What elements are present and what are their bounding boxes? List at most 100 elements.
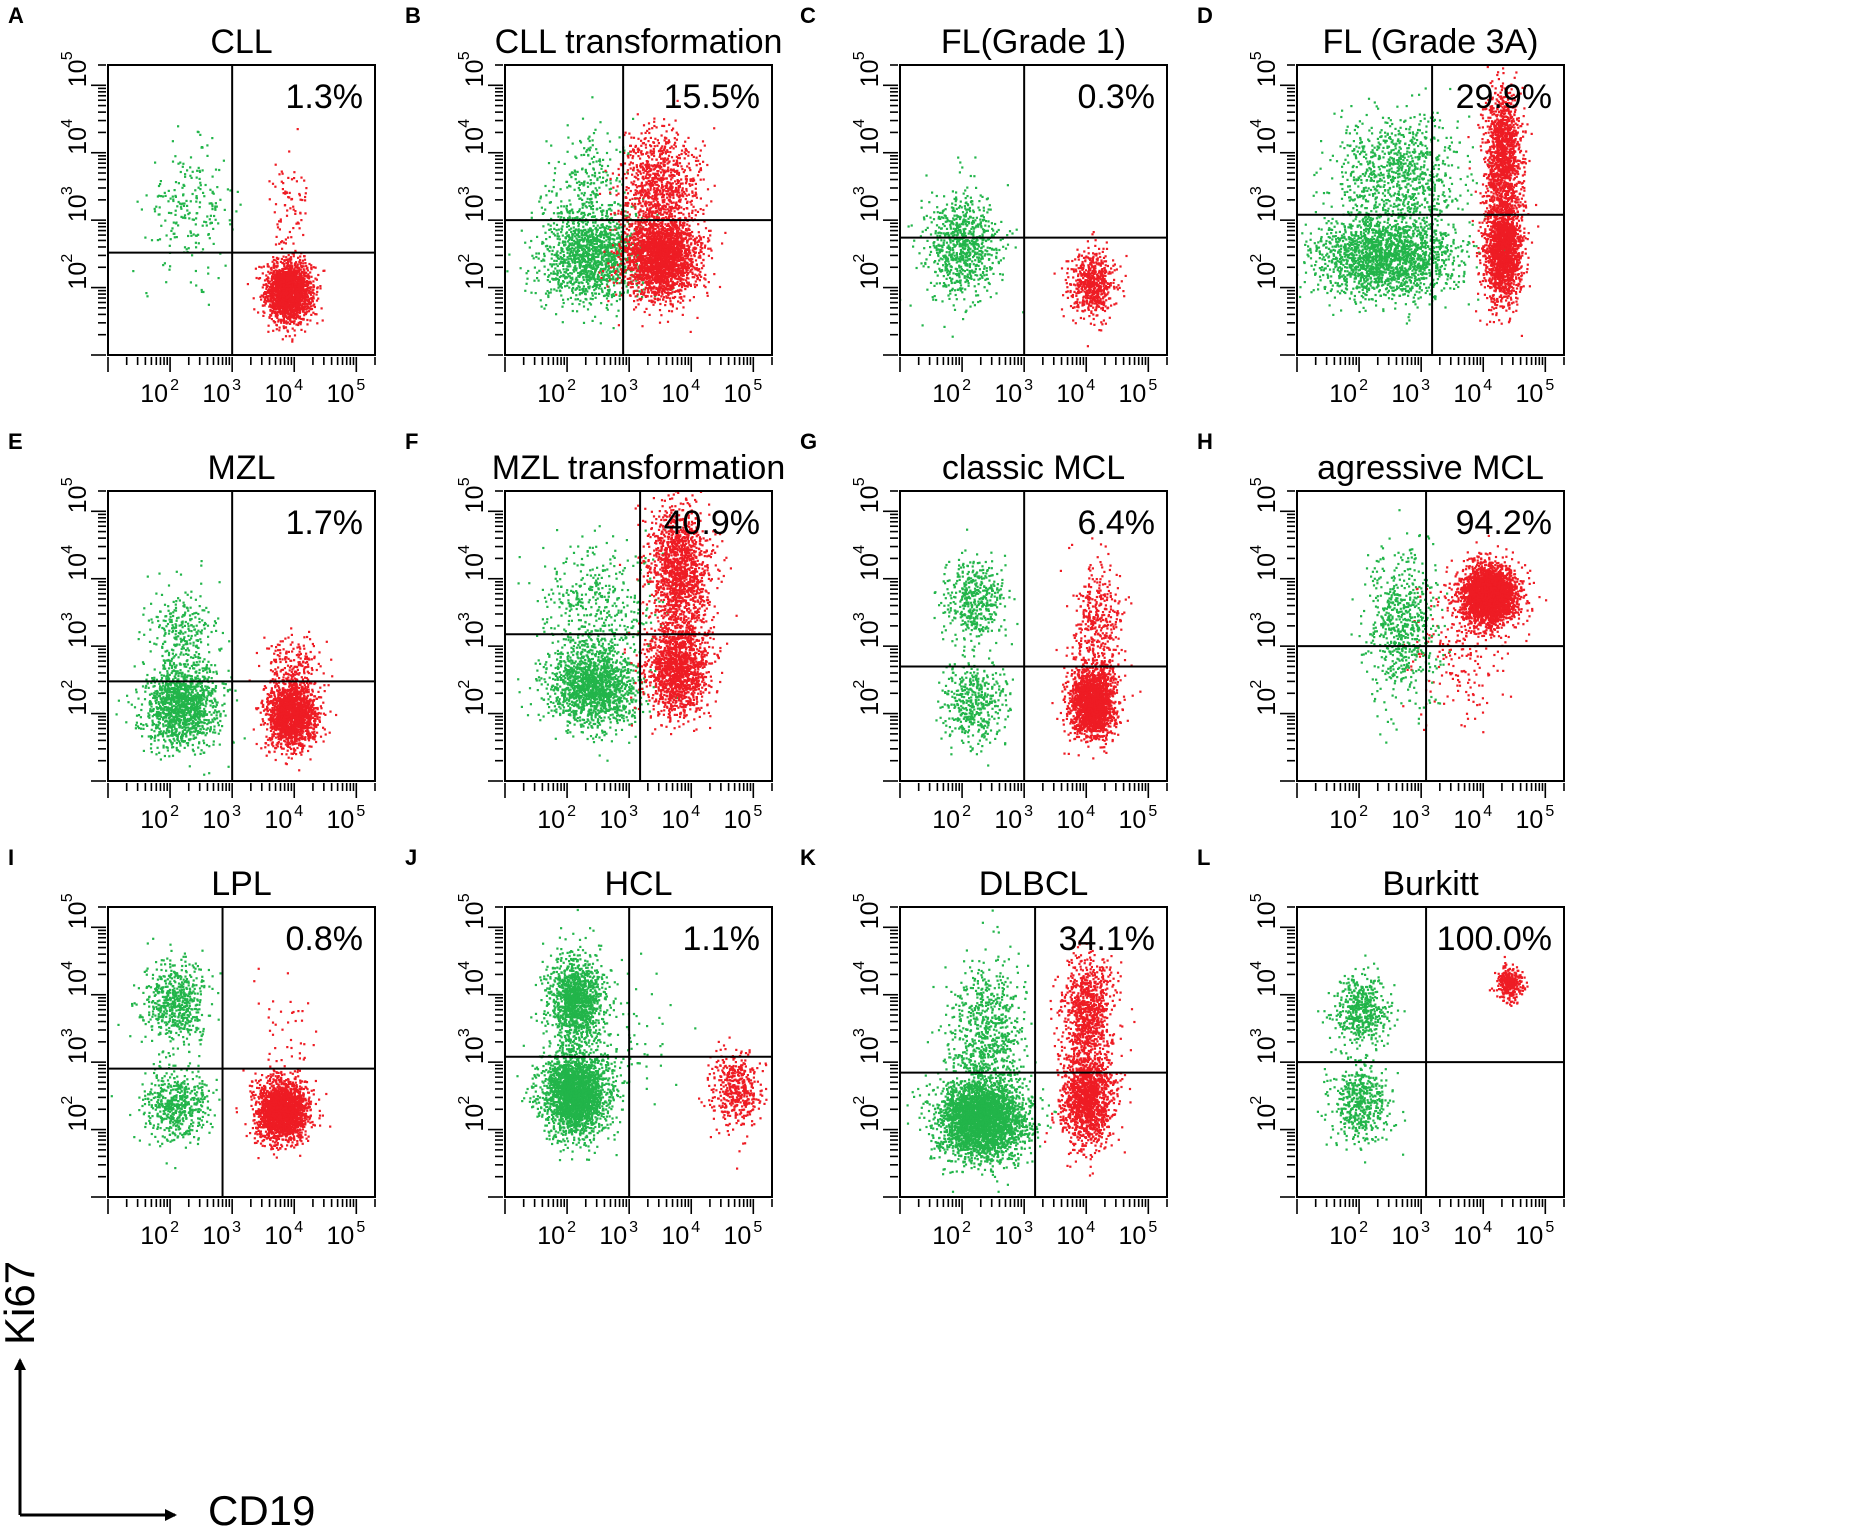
event-dot: [319, 287, 322, 290]
event-dot: [605, 178, 608, 181]
event-dot: [274, 299, 277, 302]
event-dot: [614, 213, 617, 216]
event-dot: [604, 232, 607, 235]
event-dot: [568, 254, 571, 257]
event-dot: [684, 192, 687, 195]
event-dot: [604, 263, 607, 266]
event-dot: [289, 269, 292, 272]
event-dot: [262, 265, 265, 268]
event-dot: [688, 235, 691, 238]
event-dot: [306, 318, 309, 322]
event-dot: [572, 229, 575, 232]
event-dot: [611, 278, 614, 281]
event-dot: [273, 211, 276, 214]
event-dot: [548, 280, 551, 283]
event-dot: [576, 211, 579, 214]
event-dot: [591, 139, 594, 142]
event-dot: [312, 284, 315, 287]
event-dot: [321, 319, 324, 322]
event-dot: [292, 242, 295, 245]
event-dot: [606, 215, 609, 218]
event-dot: [279, 293, 282, 297]
event-dot: [583, 237, 586, 240]
event-dot: [257, 311, 260, 314]
event-dot: [694, 268, 697, 271]
event-dot: [290, 278, 293, 281]
event-dot: [265, 283, 268, 286]
event-dot: [212, 192, 215, 195]
event-dot: [288, 257, 291, 260]
event-dot: [288, 266, 291, 269]
event-dot: [524, 241, 527, 244]
event-dot: [299, 297, 302, 300]
event-dot: [581, 248, 584, 252]
event-dot: [293, 262, 297, 265]
event-dot: [580, 246, 583, 249]
event-dot: [548, 235, 551, 239]
event-dot: [291, 320, 294, 323]
event-dot: [306, 269, 309, 272]
event-dot: [678, 296, 681, 299]
event-dot: [268, 305, 271, 308]
event-dot: [556, 271, 559, 274]
event-dot: [600, 210, 603, 213]
event-dot: [211, 203, 214, 206]
event-dot: [547, 295, 550, 299]
event-dot: [640, 265, 643, 268]
event-dot: [681, 262, 684, 265]
event-dot: [601, 203, 604, 207]
event-dot: [267, 265, 270, 268]
event-dot: [608, 236, 612, 239]
event-dot: [589, 205, 593, 209]
event-dot: [286, 317, 289, 320]
event-dot: [290, 197, 294, 201]
event-dot: [626, 267, 630, 270]
event-dot: [284, 190, 287, 193]
event-dot: [285, 293, 288, 296]
event-dot: [678, 222, 682, 225]
event-dot: [275, 272, 278, 275]
event-dot: [180, 207, 183, 210]
event-dot: [273, 280, 277, 283]
event-dot: [603, 243, 606, 246]
event-dot: [634, 212, 637, 216]
event-dot: [663, 230, 666, 233]
event-dot: [173, 232, 176, 235]
event-dot: [555, 229, 558, 232]
event-dot: [294, 294, 297, 297]
event-dot: [573, 232, 577, 235]
event-dot: [591, 285, 594, 289]
event-dot: [562, 298, 565, 301]
event-dot: [583, 147, 586, 150]
event-dot: [704, 286, 707, 289]
event-dot: [264, 297, 267, 301]
event-dot: [272, 310, 276, 313]
event-dot: [682, 278, 685, 281]
event-dot: [264, 302, 267, 305]
event-dot: [581, 257, 584, 260]
event-dot: [271, 287, 274, 290]
event-dot: [596, 278, 599, 281]
event-dot: [310, 291, 313, 294]
event-dot: [598, 158, 601, 161]
event-dot: [666, 320, 670, 323]
event-dot: [588, 285, 591, 288]
event-dot: [581, 117, 585, 120]
y-tick-exponent: 2: [59, 254, 76, 263]
event-dot: [625, 257, 629, 260]
event-dot: [271, 275, 274, 278]
event-dot: [581, 206, 584, 209]
event-dot: [286, 282, 290, 285]
event-dot: [294, 313, 297, 316]
event-dot: [538, 200, 541, 203]
event-dot: [564, 285, 567, 288]
event-dot: [594, 196, 597, 199]
event-dot: [583, 191, 586, 195]
event-dot: [301, 276, 304, 279]
event-dot: [562, 240, 565, 243]
event-dot: [217, 277, 220, 280]
event-dot: [582, 305, 586, 308]
event-dot: [594, 287, 597, 290]
event-dot: [581, 252, 585, 255]
event-dot: [586, 197, 589, 200]
